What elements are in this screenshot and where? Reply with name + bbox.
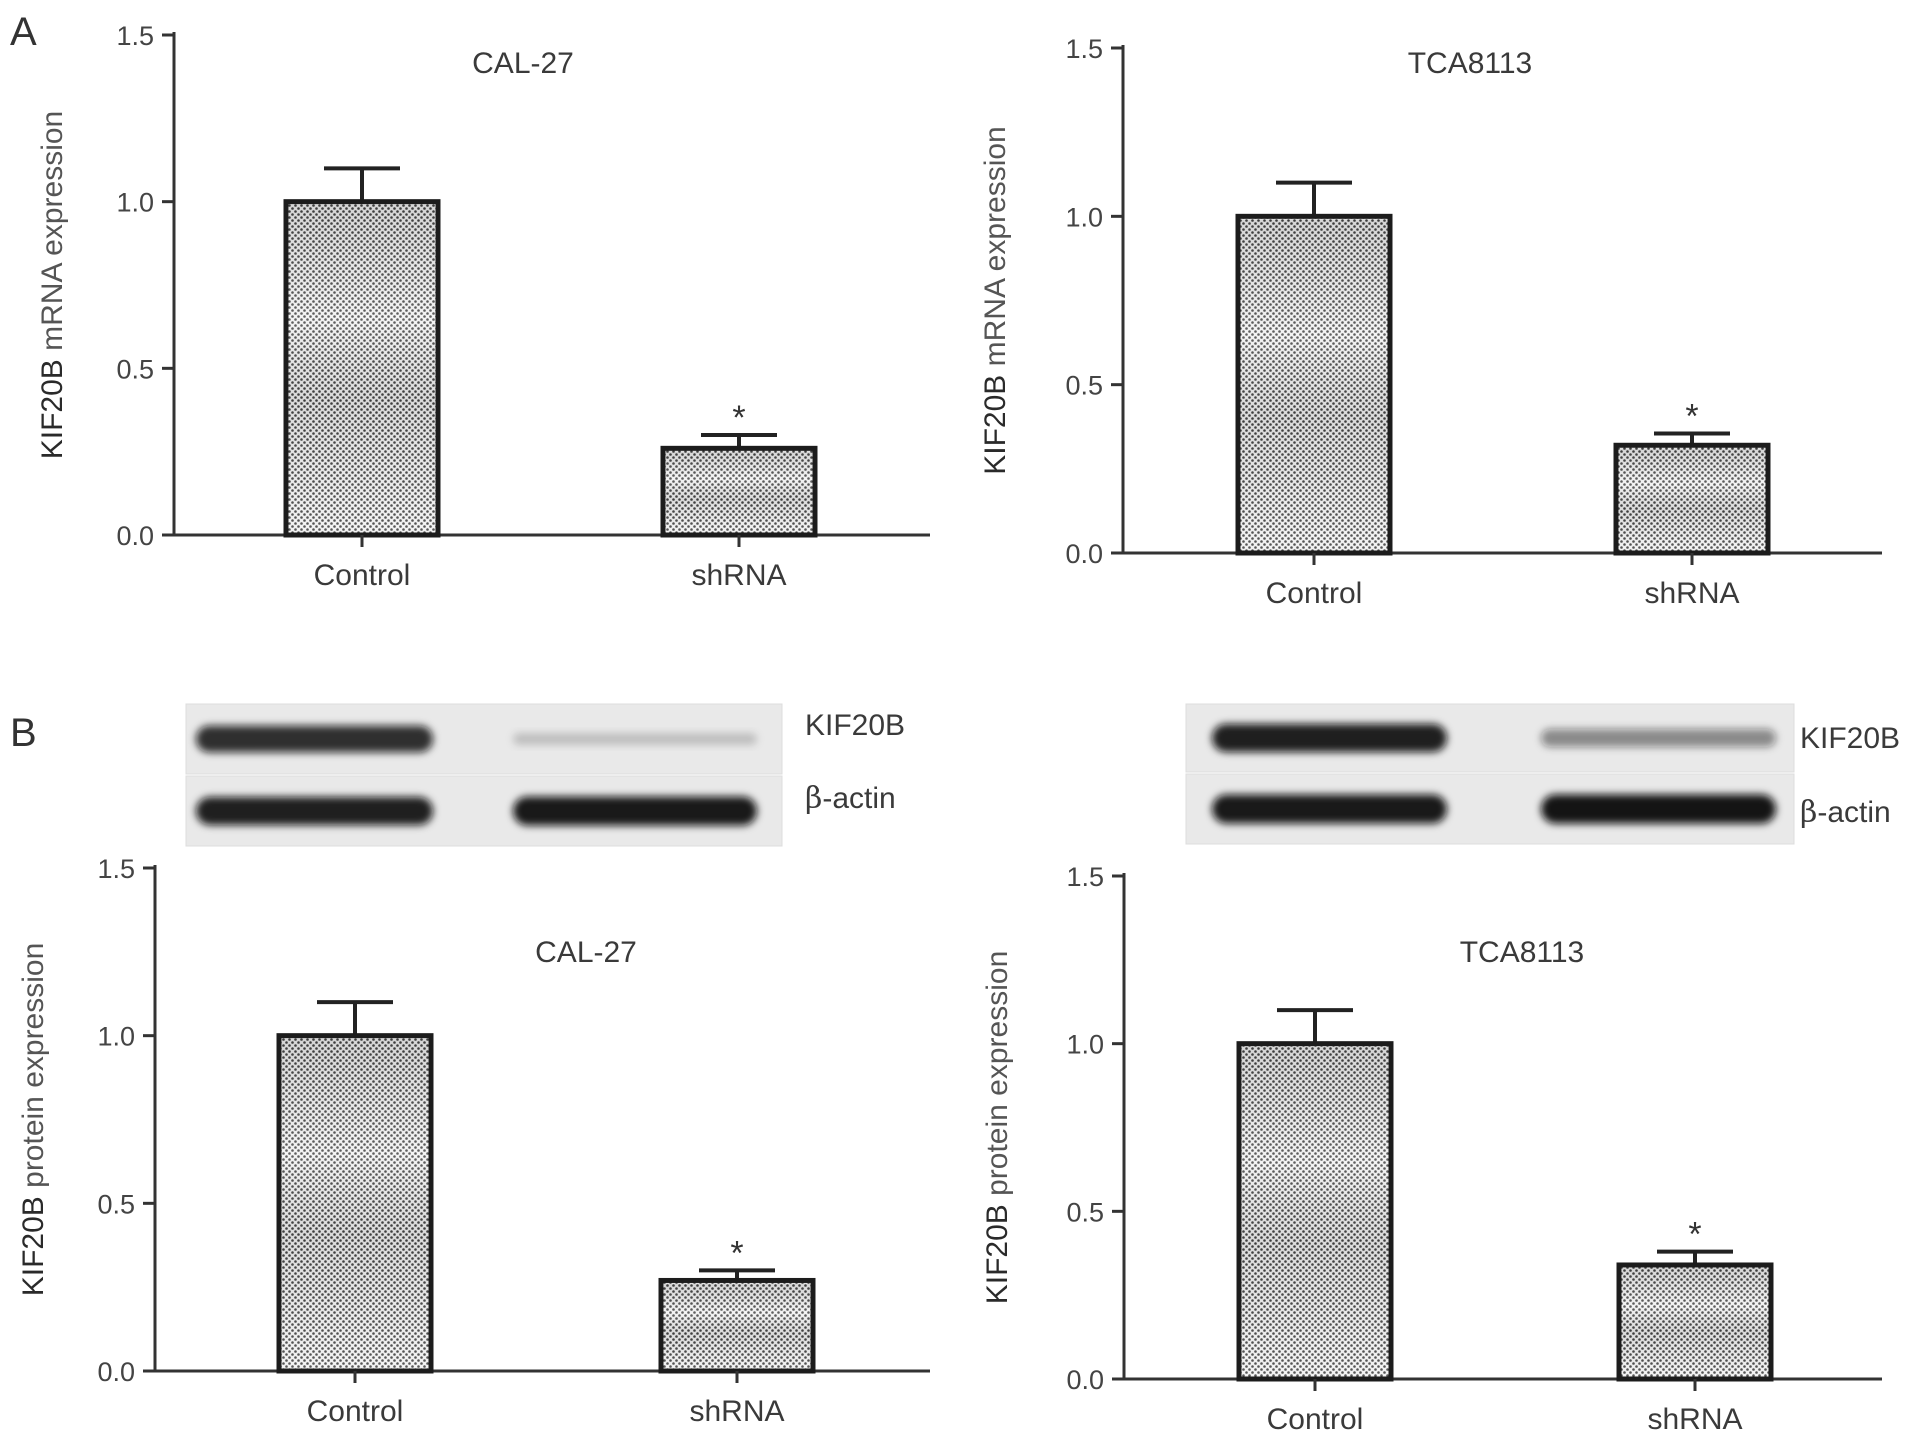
bar-shading [282, 1038, 428, 1368]
y-axis-title-measure: mRNA expression [979, 126, 1012, 374]
chart-title: CAL-27 [535, 936, 637, 969]
band-shrna [1541, 729, 1776, 747]
x-tick-label: Control [1267, 1403, 1364, 1435]
bar-shading [1622, 1267, 1768, 1376]
chart-mrna-cal27: CAL-27 KIF20B mRNA expression 0.0 0.5 1.0 1.5… [36, 21, 930, 592]
x-tick-label: Control [307, 1395, 404, 1428]
band-label-prefix: β [1800, 795, 1817, 830]
bar-shading [1619, 448, 1765, 550]
bar-shading [289, 204, 435, 532]
band-label: KIF20B [805, 709, 905, 742]
y-tick-label: 1.5 [1065, 34, 1103, 64]
y-tick-label: 1.5 [116, 21, 154, 51]
y-tick-label: 1.0 [1066, 1030, 1104, 1060]
x-tick-label: shRNA [691, 559, 786, 592]
band-label-text: KIF20B [805, 709, 905, 742]
y-tick-label: 0.5 [1065, 371, 1103, 401]
western-blot-tca8113: KIF20B β-actin [1185, 703, 1900, 845]
chart-title: TCA8113 [1460, 936, 1585, 969]
significance-marker: * [1688, 1216, 1701, 1254]
bar-shading [1241, 219, 1387, 551]
y-axis-title-gene: KIF20B [36, 359, 69, 459]
y-tick-label: 1.5 [1066, 862, 1104, 892]
band-shrna [513, 796, 757, 826]
band-label-text: KIF20B [1800, 722, 1900, 755]
y-tick-label: 1.0 [1065, 202, 1103, 232]
chart-title: CAL-27 [472, 47, 574, 80]
y-tick-label: 0.0 [1066, 1365, 1104, 1395]
y-tick-label: 0.5 [116, 354, 154, 384]
y-tick-label: 1.5 [97, 854, 135, 884]
band-label-prefix: β [805, 781, 822, 816]
y-tick-label: 0.0 [97, 1357, 135, 1387]
panel-label-b: B [10, 711, 37, 755]
y-tick-label: 0.5 [1066, 1197, 1104, 1227]
band-label-text: -actin [1817, 796, 1890, 829]
y-axis-title-gene: KIF20B [981, 1204, 1014, 1304]
bar-shading [1242, 1046, 1388, 1376]
band-control [1212, 723, 1447, 753]
band-label: β-actin [805, 781, 896, 816]
bar-shading [664, 1283, 810, 1368]
significance-marker: * [730, 1234, 743, 1272]
significance-marker: * [1685, 397, 1698, 435]
chart-protein-tca8113: TCA8113 KIF20B protein expression 0.0 0.5 1.… [981, 862, 1882, 1435]
y-axis-title-gene: KIF20B [979, 375, 1012, 475]
y-axis-title: KIF20B protein expression [981, 951, 1014, 1305]
y-tick-label: 0.5 [97, 1189, 135, 1219]
x-tick-label: shRNA [689, 1395, 784, 1428]
bar-shading [666, 451, 812, 532]
y-tick-label: 0.0 [1065, 539, 1103, 569]
x-tick-label: Control [1266, 577, 1363, 610]
y-axis-title-gene: KIF20B [17, 1196, 50, 1296]
chart-mrna-tca8113: TCA8113 KIF20B mRNA expression 0.0 0.5 1.0 1.… [979, 34, 1882, 610]
band-shrna [513, 733, 757, 745]
band-label-text: -actin [822, 782, 895, 815]
x-tick-label: shRNA [1644, 577, 1739, 610]
y-axis-title: KIF20B mRNA expression [979, 126, 1012, 475]
y-axis-title: KIF20B protein expression [17, 943, 50, 1297]
band-control [196, 796, 433, 826]
band-label: β-actin [1800, 795, 1891, 830]
chart-title: TCA8113 [1408, 47, 1533, 80]
band-control [1212, 794, 1447, 824]
y-axis-title-measure: protein expression [981, 951, 1014, 1204]
western-blot-cal27: KIF20B β-actin [185, 703, 905, 847]
panel-label-a: A [10, 10, 37, 54]
y-axis-title-measure: protein expression [17, 943, 50, 1196]
band-shrna [1541, 794, 1776, 824]
y-axis-title-measure: mRNA expression [36, 111, 69, 359]
significance-marker: * [732, 399, 745, 437]
y-tick-label: 0.0 [116, 521, 154, 551]
x-tick-label: shRNA [1647, 1403, 1742, 1435]
y-tick-label: 1.0 [97, 1022, 135, 1052]
y-tick-label: 1.0 [116, 188, 154, 218]
band-control [196, 725, 433, 753]
x-tick-label: Control [314, 559, 411, 592]
y-axis-title: KIF20B mRNA expression [36, 111, 69, 460]
band-label: KIF20B [1800, 722, 1900, 755]
chart-protein-cal27: CAL-27 KIF20B protein expression 0.0 0.5 1.0… [17, 854, 930, 1428]
